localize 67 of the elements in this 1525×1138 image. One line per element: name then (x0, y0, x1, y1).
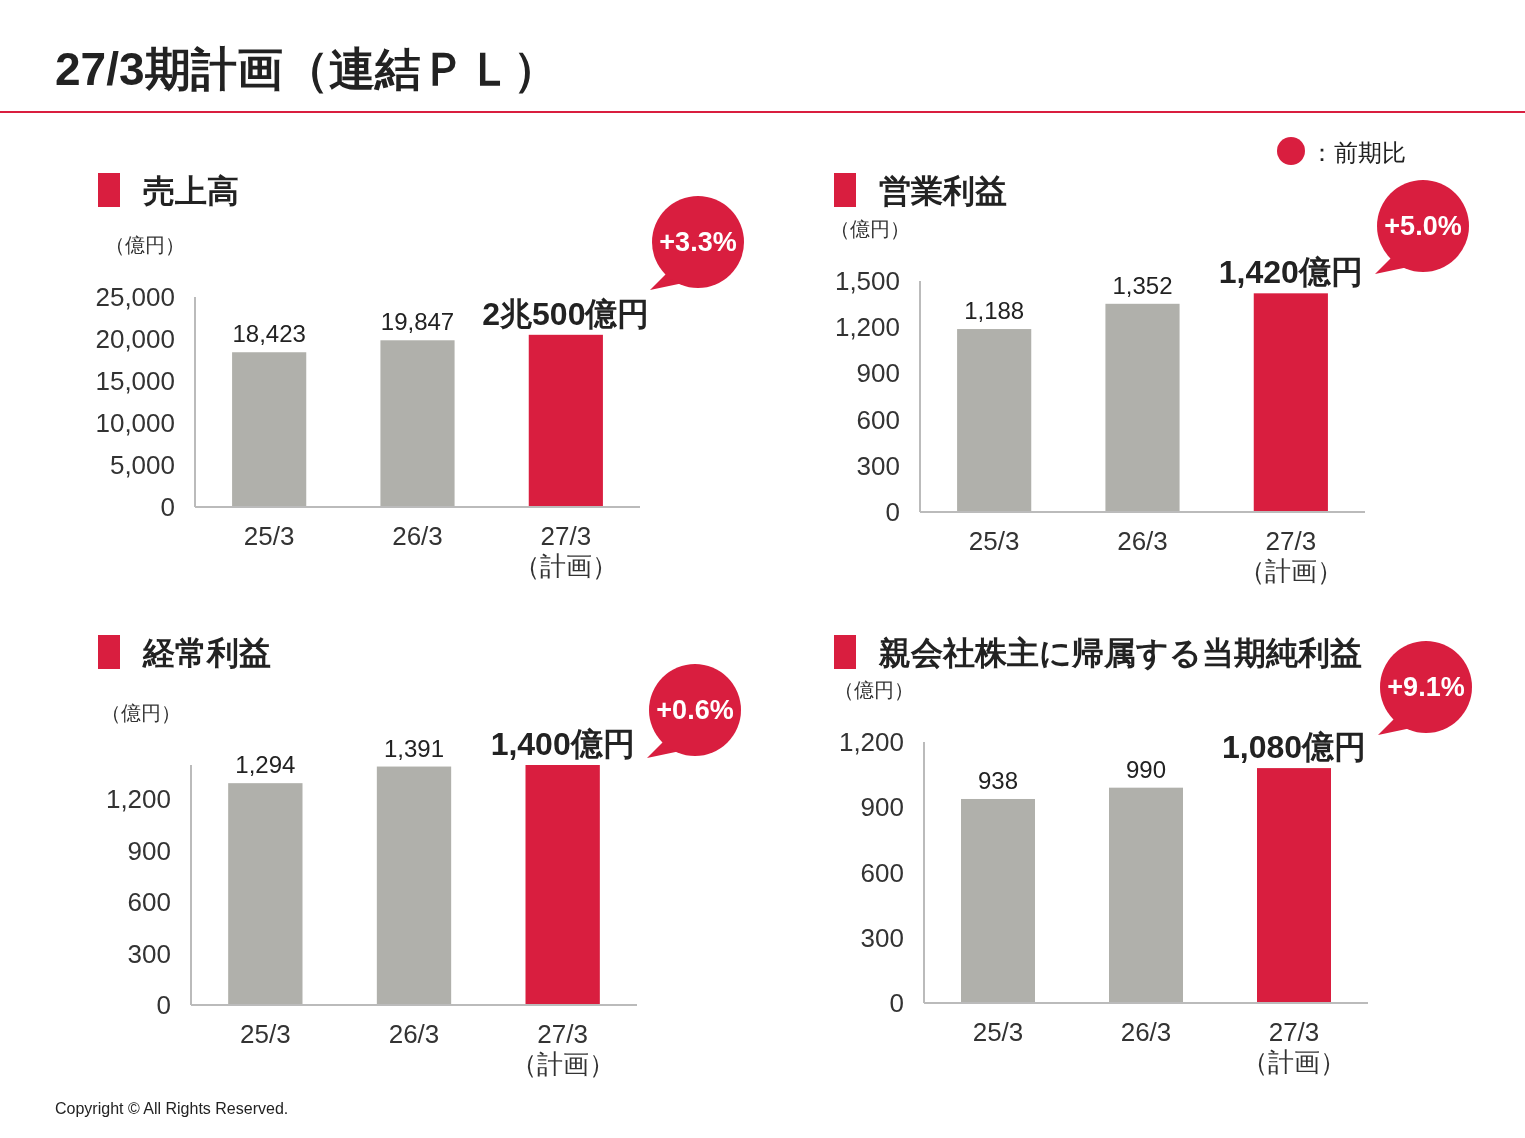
x-tick-label: 26/3 (388, 1019, 440, 1049)
bar (1105, 303, 1180, 512)
x-tick-label: 27/3 （計画） (1242, 1017, 1346, 1077)
x-tick-label: 27/3 （計画） (513, 521, 618, 581)
annotation: 2兆500億円 (482, 295, 650, 332)
data-label: 1,188 (964, 297, 1025, 325)
data-label: 1,391 (383, 734, 445, 762)
y-tick-label: 300 (860, 922, 904, 953)
data-label: 1,294 (235, 751, 296, 779)
data-label: 1,420億円 (1218, 254, 1363, 291)
y-tick-label: 1,200 (838, 727, 904, 757)
text: 27/3期計画（連結ＰＬ） (55, 43, 559, 95)
y-tick-label: 1,500 (834, 266, 900, 296)
y-tick-label: 1,200 (105, 784, 171, 815)
text: +0.6% (656, 695, 734, 725)
y-tick-label: 5,000 (109, 450, 175, 480)
text: +3.3% (659, 227, 737, 257)
text: ：前期比 (1310, 138, 1406, 166)
chart-title: 営業利益 (879, 173, 1007, 209)
y-tick-label: 0 (885, 497, 900, 527)
bar (228, 783, 303, 1005)
chart-title: 親会社株主に帰属する当期純利益 (878, 635, 1362, 671)
bar (525, 765, 600, 1005)
text: +9.1% (1387, 672, 1465, 702)
x-tick-label: 25/3 (240, 1019, 291, 1049)
y-tick-label: 900 (127, 835, 171, 866)
bar (1253, 293, 1328, 512)
y-tick-label: 900 (856, 358, 900, 389)
y-tick-label: 300 (856, 450, 900, 481)
y-tick-label: 0 (160, 492, 175, 522)
y-tick-label: 900 (860, 792, 904, 823)
y-axis-title: （億円） (834, 679, 914, 701)
bar (957, 329, 1032, 512)
x-tick-label: 25/3 (243, 521, 295, 551)
y-tick-label: 600 (856, 404, 900, 435)
y-axis-title: （億円） (830, 218, 910, 240)
data-label: 1,080億円 (1221, 729, 1367, 766)
y-tick-label: 20,000 (95, 324, 175, 354)
x-tick-label: 26/3 (1120, 1017, 1172, 1047)
data-label: 1,400億円 (490, 726, 635, 762)
chart-title: 売上高 (143, 173, 239, 209)
x-tick-label: 26/3 (392, 521, 443, 551)
chart-title: 経常利益 (142, 635, 271, 671)
data-label: 19,847 (380, 308, 455, 336)
y-tick-label: 1,200 (834, 312, 900, 343)
data-label: 1,352 (1112, 271, 1173, 299)
y-tick-label: 10,000 (95, 408, 175, 438)
y-tick-label: 15,000 (95, 366, 175, 396)
x-tick-label: 27/3 （計画） (510, 1019, 615, 1079)
y-tick-label: 300 (127, 938, 171, 969)
y-axis-title: （億円） (101, 702, 181, 724)
x-tick-label: 26/3 (1117, 526, 1168, 556)
data-label: 938 (977, 766, 1019, 794)
y-tick-label: 600 (860, 857, 904, 888)
y-tick-label: 600 (127, 887, 171, 918)
x-tick-label: 25/3 (972, 1017, 1024, 1047)
y-tick-label: 25,000 (95, 282, 175, 312)
text: Copyright © All Rights Reserved. (55, 1100, 289, 1117)
data-label: 990 (1125, 755, 1167, 783)
data-label: 18,423 (232, 320, 306, 348)
y-tick-label: 0 (889, 988, 904, 1018)
bar (376, 766, 452, 1005)
y-tick-label: 0 (156, 990, 171, 1020)
x-tick-label: 25/3 (968, 526, 1020, 556)
y-axis-title: （億円） (105, 234, 185, 256)
x-tick-label: 27/3 （計画） (1238, 526, 1343, 586)
text: +5.0% (1384, 211, 1462, 241)
